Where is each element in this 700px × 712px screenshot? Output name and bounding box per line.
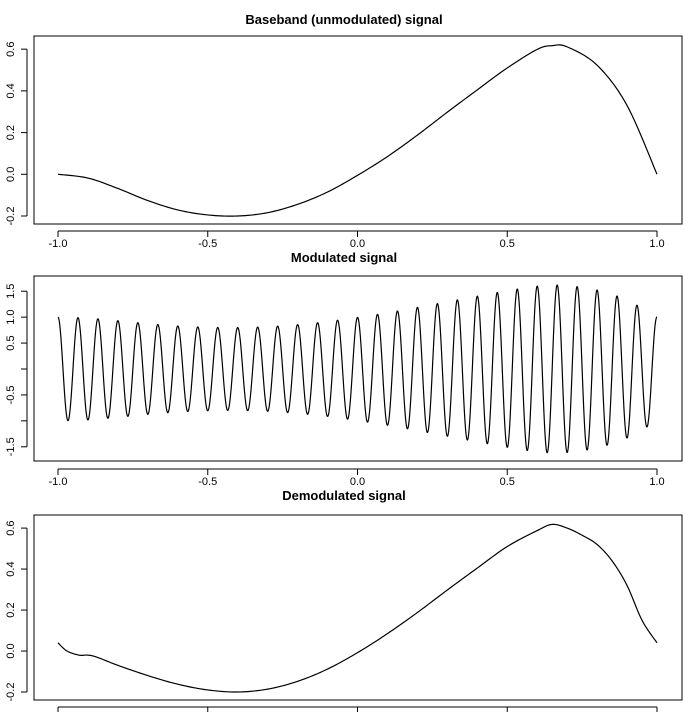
plot-frame — [33, 275, 683, 462]
x-tick-label: 0.0 — [350, 238, 365, 250]
chart-title: Modulated signal — [291, 250, 397, 265]
y-tick-label: 0.0 — [5, 643, 17, 658]
y-tick-label: -1.5 — [5, 437, 17, 456]
y-tick-label: 0.6 — [5, 520, 17, 535]
y-tick-label: 0.6 — [5, 42, 17, 57]
y-tick-label: -0.2 — [5, 207, 17, 226]
series-line — [57, 44, 658, 217]
y-tick-label: 1.5 — [5, 284, 17, 299]
panel-2: Modulated signal -1.0 -0.5 0.0 0.5 1.0 -1.5 -0.… — [5, 250, 683, 488]
x-tick-label: -0.5 — [198, 476, 217, 488]
chart-title: Baseband (unmodulated) signal — [245, 12, 442, 27]
x-tick-label: 1.0 — [649, 476, 664, 488]
y-tick-label: 0.0 — [5, 167, 17, 182]
y-tick-label: -0.2 — [5, 683, 17, 702]
chart-title: Demodulated signal — [282, 488, 406, 503]
y-tick-label: 0.2 — [5, 602, 17, 617]
x-tick-label: -0.5 — [198, 238, 217, 250]
panel-1: Baseband (unmodulated) signal -1.0 -0.5 0.0… — [5, 12, 683, 250]
y-tick-label: -0.5 — [5, 385, 17, 404]
x-tick-label: -1.0 — [49, 238, 68, 250]
x-tick-label: 1.0 — [649, 238, 664, 250]
y-tick-label: 0.4 — [5, 561, 17, 576]
y-tick-label: 1.0 — [5, 309, 17, 324]
plot-frame — [33, 514, 683, 701]
modulated-waveform — [57, 284, 658, 454]
panel-3: Demodulated signal -0.2 0.0 0.2 0.4 0.6 — [5, 488, 683, 712]
x-tick-label: 0.0 — [350, 476, 365, 488]
y-tick-label: 0.5 — [5, 335, 17, 350]
y-tick-label: 0.2 — [5, 125, 17, 140]
plot-frame — [33, 35, 683, 225]
x-tick-label: -1.0 — [49, 476, 68, 488]
y-tick-label: 0.4 — [5, 83, 17, 98]
x-tick-label: 0.5 — [500, 238, 515, 250]
x-tick-label: 0.5 — [500, 476, 515, 488]
series-line — [57, 523, 658, 693]
